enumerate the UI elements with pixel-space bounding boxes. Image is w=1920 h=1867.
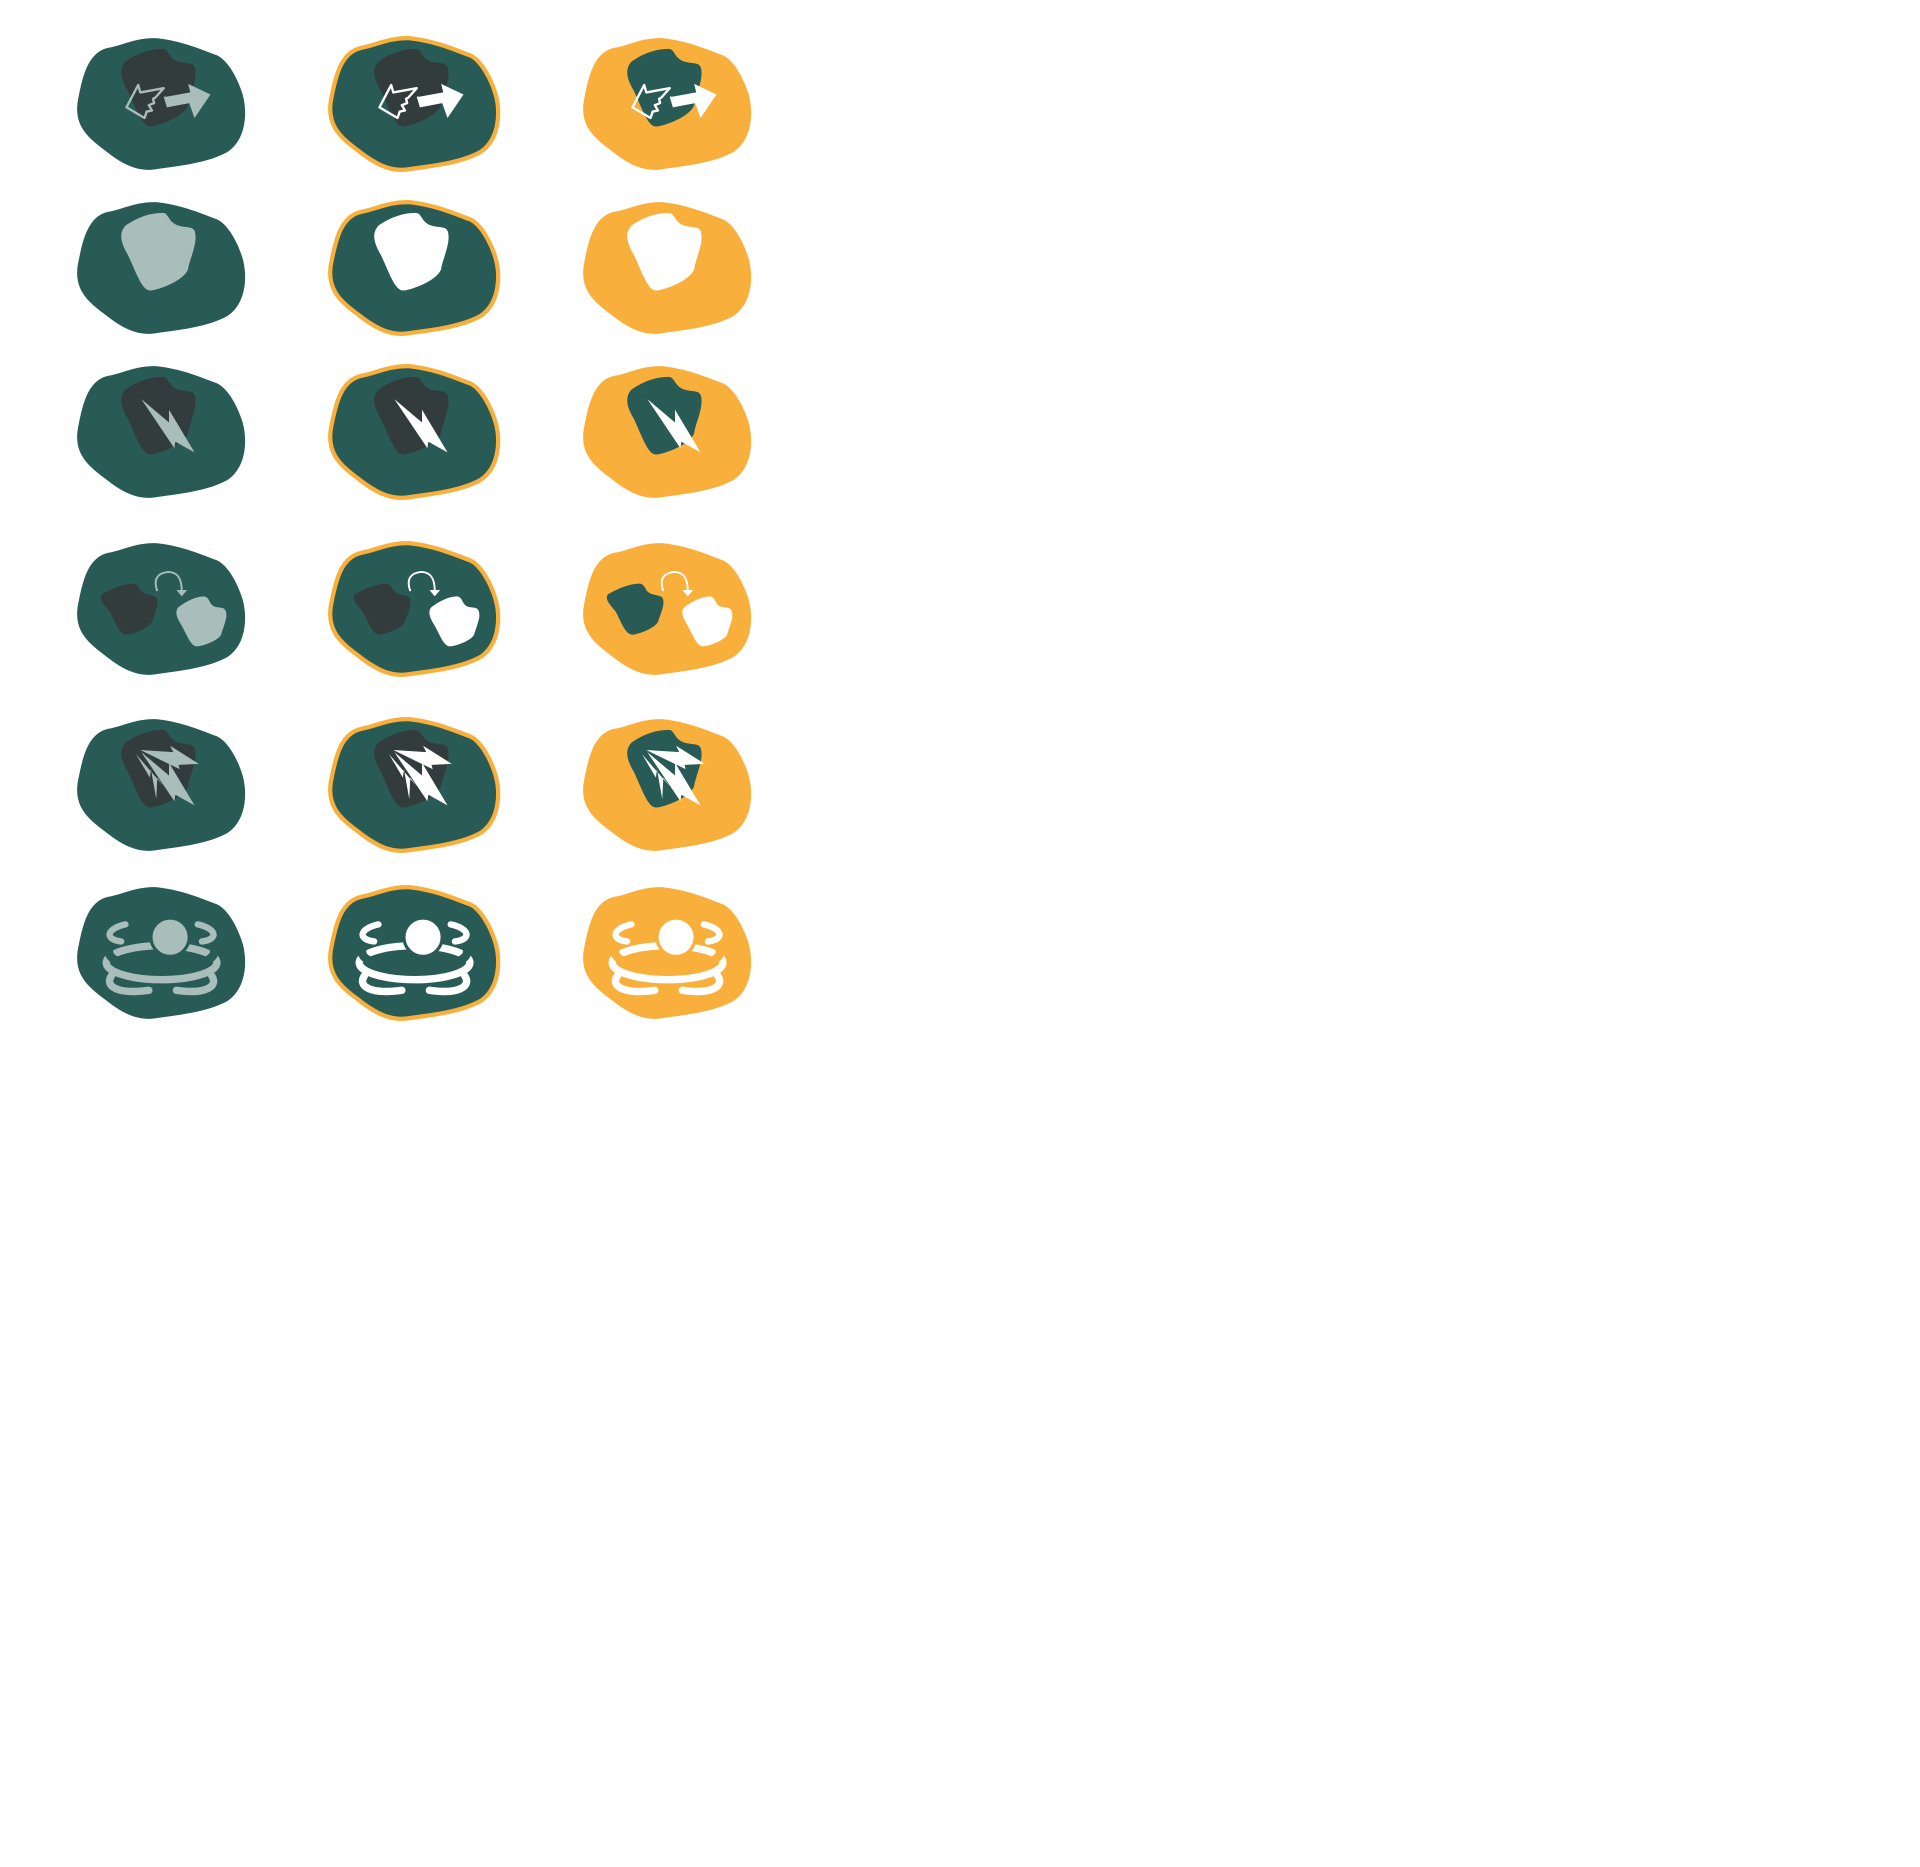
chain-lightning-icon (77, 719, 246, 851)
multibolt-button-normal[interactable] (68, 709, 253, 857)
multibolt-button-hover[interactable] (321, 709, 506, 857)
blank-button-normal[interactable] (68, 192, 253, 340)
transfer-stone-icon (328, 541, 501, 677)
chain-lightning-icon (583, 719, 752, 851)
swap-arrows-icon (77, 38, 246, 170)
swap-button-pressed[interactable] (574, 28, 759, 176)
swap-arrows-icon (328, 36, 501, 172)
blank-button-pressed[interactable] (574, 192, 759, 340)
blank-stone-icon (77, 202, 246, 334)
orbit-ring-icon (328, 885, 501, 1021)
lightning-icon (328, 364, 501, 500)
bolt-button-hover[interactable] (321, 356, 506, 504)
multibolt-button-pressed[interactable] (574, 709, 759, 857)
orbit-button-normal[interactable] (68, 877, 253, 1025)
transfer-stone-icon (77, 543, 246, 675)
orbit-ring-icon (583, 887, 752, 1019)
blank-stone-icon (583, 202, 752, 334)
swap-button-normal[interactable] (68, 28, 253, 176)
orbit-button-pressed[interactable] (574, 877, 759, 1025)
bolt-button-pressed[interactable] (574, 356, 759, 504)
lightning-icon (583, 366, 752, 498)
blank-button-hover[interactable] (321, 192, 506, 340)
swap-arrows-icon (583, 38, 752, 170)
blank-stone-icon (328, 200, 501, 336)
transfer-stone-icon (583, 543, 752, 675)
transfer-button-pressed[interactable] (574, 533, 759, 681)
chain-lightning-icon (328, 717, 501, 853)
lightning-icon (77, 366, 246, 498)
bolt-button-normal[interactable] (68, 356, 253, 504)
orbit-ring-icon (77, 887, 246, 1019)
transfer-button-hover[interactable] (321, 533, 506, 681)
orbit-button-hover[interactable] (321, 877, 506, 1025)
swap-button-hover[interactable] (321, 28, 506, 176)
transfer-button-normal[interactable] (68, 533, 253, 681)
